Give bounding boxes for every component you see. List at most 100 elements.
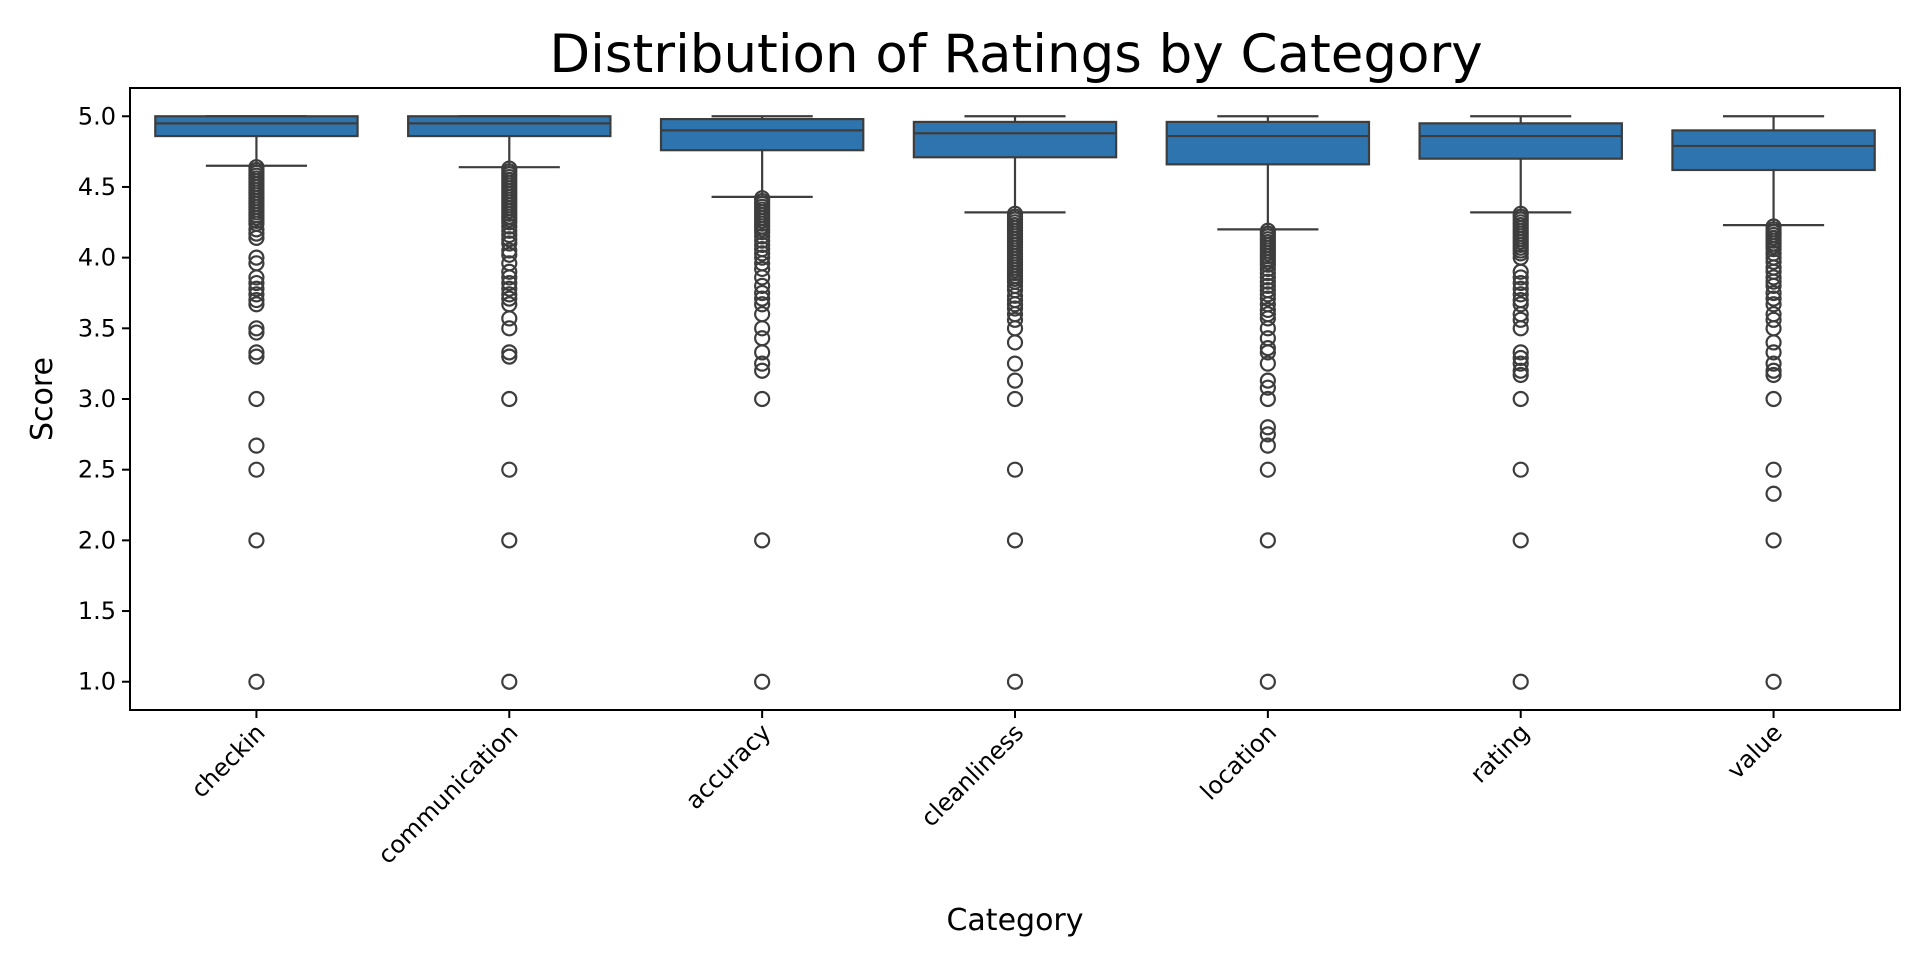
outlier-point (501, 269, 518, 286)
outlier-point (1259, 344, 1276, 361)
x-axis-label: Category (946, 903, 1083, 938)
y-tick-label: 1.5 (78, 597, 116, 625)
outlier-point (754, 245, 771, 262)
outlier-point (1512, 245, 1529, 262)
outlier-point (1512, 286, 1529, 303)
outlier-point (248, 274, 265, 292)
iqr-box (1671, 129, 1876, 172)
plot-area (154, 115, 1876, 690)
outlier-point (501, 242, 518, 259)
outlier-point (1259, 461, 1276, 478)
outlier-point (1512, 296, 1529, 313)
y-tick-label: 2.0 (78, 526, 116, 554)
outlier-point (754, 362, 771, 379)
outlier-point (248, 269, 265, 286)
outlier-point (1765, 362, 1782, 379)
outlier-point (754, 296, 771, 313)
x-axis: checkin communication accuracy cleanliness l… (186, 710, 1788, 869)
outlier-point (248, 344, 265, 361)
outlier-point (1259, 269, 1276, 286)
box-group-checkin (154, 115, 359, 690)
x-tick-label: rating (1465, 718, 1535, 788)
x-tick-label: accuracy (680, 718, 776, 814)
outlier-point (1006, 334, 1024, 351)
outlier-point (501, 461, 518, 478)
outlier-point (754, 344, 771, 361)
outlier-point (501, 348, 518, 365)
outlier-point (1259, 320, 1276, 337)
outlier-point (1765, 241, 1782, 258)
outlier-point (1259, 340, 1276, 357)
outlier-point (1512, 274, 1529, 292)
outlier-point (1259, 256, 1276, 273)
x-tick-label: checkin (186, 718, 271, 803)
outlier-point (501, 532, 518, 549)
outlier-point (754, 232, 771, 249)
outlier-point (1006, 320, 1024, 337)
chart-title: Distribution of Ratings by Category (549, 24, 1482, 85)
outlier-point (1006, 296, 1024, 313)
outlier-point (248, 348, 265, 365)
outlier-point (501, 673, 518, 690)
iqr-box (407, 115, 612, 138)
y-tick-label: 1.0 (78, 668, 116, 696)
outlier-point (1006, 372, 1024, 389)
outlier-point (754, 269, 771, 286)
outlier-point (1765, 277, 1782, 295)
outlier-point (1765, 290, 1782, 307)
outlier-point (1006, 355, 1024, 372)
outlier-point (1512, 320, 1529, 337)
outlier-point (1765, 344, 1782, 361)
y-tick-label: 3.5 (78, 314, 116, 342)
outlier-point (1259, 301, 1276, 319)
outlier-point (1006, 532, 1024, 549)
outlier-point (754, 284, 771, 302)
outlier-point (1512, 390, 1529, 408)
outlier-point (1259, 310, 1276, 327)
outlier-point (754, 320, 771, 337)
outlier-point (754, 249, 771, 266)
x-tick-label: location (1195, 718, 1282, 805)
outlier-point (1259, 437, 1276, 454)
outlier-point (248, 280, 265, 297)
outlier-point (248, 229, 265, 246)
outlier-point (1006, 287, 1024, 304)
outlier-point (1006, 390, 1024, 408)
outlier-point (501, 222, 518, 239)
outlier-point (1259, 673, 1276, 690)
outlier-point (1512, 269, 1529, 286)
iqr-box (1165, 120, 1371, 166)
outlier-point (248, 532, 265, 549)
outlier-point (1512, 263, 1529, 280)
outlier-point (501, 290, 518, 307)
outlier-point (754, 228, 771, 245)
outlier-point (754, 277, 771, 295)
outlier-point (754, 236, 771, 254)
outlier-point (1259, 265, 1276, 282)
x-tick-label: communication (372, 718, 523, 869)
outlier-point (1765, 334, 1782, 351)
outlier-point (1006, 461, 1024, 478)
y-tick-label: 5.0 (78, 102, 116, 130)
outlier-point (754, 355, 771, 372)
outlier-point (1259, 379, 1276, 396)
y-tick-label: 4.5 (78, 173, 116, 201)
outlier-point (501, 218, 518, 235)
y-tick-label: 3.0 (78, 385, 116, 413)
outlier-point (1765, 311, 1782, 328)
outlier-point (501, 226, 518, 244)
outlier-point (248, 437, 265, 454)
outlier-point (248, 320, 265, 337)
iqr-box (912, 120, 1118, 159)
outlier-point (1512, 532, 1529, 549)
outlier-point (501, 280, 518, 297)
outlier-point (1512, 461, 1529, 478)
iqr-box (1418, 122, 1623, 160)
outlier-point (1259, 260, 1276, 278)
outlier-point (501, 390, 518, 408)
outlier-point (1512, 344, 1529, 361)
outlier-point (248, 461, 265, 478)
box-group-cleanliness (912, 115, 1118, 690)
outlier-point (248, 324, 265, 341)
